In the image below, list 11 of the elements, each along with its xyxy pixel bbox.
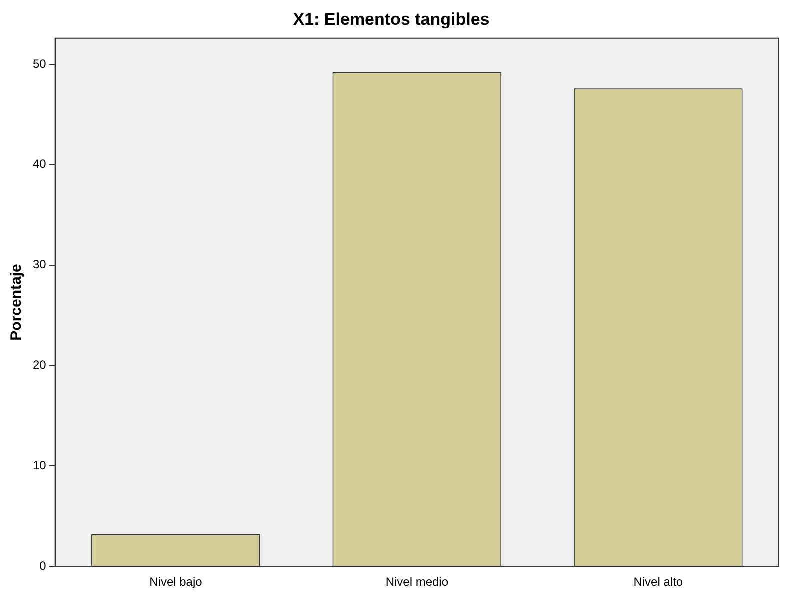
y-tick-label: 40 (32, 157, 47, 172)
y-tick-label: 50 (32, 56, 47, 71)
x-tick-label: Nivel medio (386, 575, 449, 590)
y-tick-label: 30 (32, 258, 47, 272)
chart-title: X1: Elementos tangibles (293, 10, 490, 29)
x-tick-label: Nivel bajo (150, 575, 203, 590)
y-tick-label: 10 (32, 458, 47, 472)
y-tick-label: 0 (40, 558, 47, 573)
x-tick-label: Nivel alto (634, 575, 684, 590)
y-tick-label: 20 (32, 358, 47, 372)
y-axis-title: Porcentaje (8, 264, 26, 341)
